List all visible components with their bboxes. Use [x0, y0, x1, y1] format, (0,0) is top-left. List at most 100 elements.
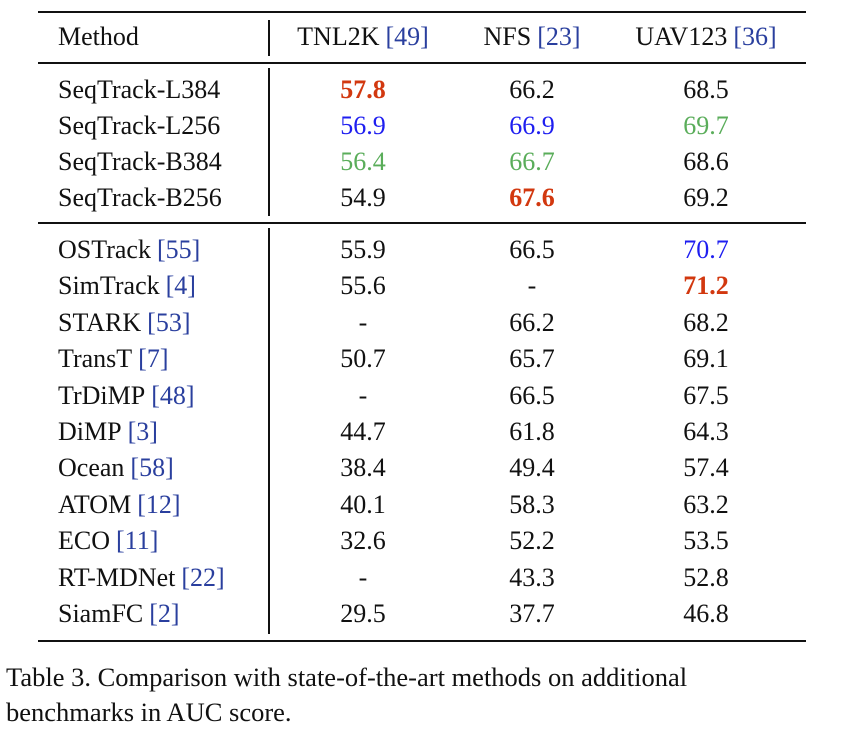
- score: 56.4: [340, 147, 386, 177]
- score: 40.1: [340, 489, 386, 519]
- column-header: Method: [58, 22, 139, 52]
- score-cell: 68.6: [621, 147, 791, 177]
- method-name: TransT: [58, 344, 133, 374]
- score-cell: 66.2: [447, 75, 617, 105]
- header-text: NFS: [483, 22, 532, 51]
- score: 69.2: [683, 183, 729, 213]
- score-cell: -: [278, 563, 448, 593]
- score-cell: 70.7: [621, 235, 791, 265]
- score: 65.7: [509, 344, 555, 374]
- score-cell: 29.5: [278, 599, 448, 629]
- method-name: STARK: [58, 307, 142, 337]
- method-name: SimTrack: [58, 271, 160, 301]
- score-cell: 55.9: [278, 235, 448, 265]
- score: 37.7: [509, 599, 555, 628]
- score-cell: 66.9: [447, 111, 617, 141]
- score: 55.6: [340, 271, 386, 301]
- citation: [53]: [147, 307, 191, 337]
- score-cell: 68.5: [621, 75, 791, 105]
- method-cell: TransT [7]: [58, 344, 169, 374]
- method-cell: OSTrack [55]: [58, 235, 200, 265]
- method-cell: SimTrack [4]: [58, 271, 196, 301]
- score: 56.9: [340, 111, 386, 141]
- score: 66.9: [509, 111, 555, 141]
- score-cell: -: [278, 308, 448, 338]
- score: 68.2: [683, 307, 729, 337]
- method-cell: ECO [11]: [58, 526, 158, 556]
- method-name: TrDiMP: [58, 380, 146, 410]
- header-text: TNL2K: [297, 22, 380, 51]
- method-cell: SeqTrack-L384: [58, 75, 220, 105]
- method-cell: SeqTrack-L256: [58, 111, 220, 141]
- score-cell: 54.9: [278, 183, 448, 213]
- method-cell: RT-MDNet [22]: [58, 563, 225, 593]
- score: 67.6: [509, 183, 555, 213]
- score: 44.7: [340, 417, 386, 446]
- score: -: [527, 271, 537, 301]
- score: 49.4: [509, 453, 555, 483]
- score: 69.1: [683, 344, 729, 374]
- score: 38.4: [340, 453, 386, 483]
- method-name: SeqTrack-L384: [58, 75, 221, 104]
- score: -: [358, 380, 368, 410]
- score-cell: 32.6: [278, 526, 448, 556]
- citation: [7]: [138, 344, 169, 374]
- citation: [49]: [385, 22, 429, 51]
- score: 69.7: [683, 111, 729, 141]
- score: 52.2: [509, 526, 555, 556]
- score-cell: 69.7: [621, 111, 791, 141]
- score-cell: 69.2: [621, 183, 791, 213]
- method-cell: STARK [53]: [58, 308, 190, 338]
- score: 68.5: [683, 75, 729, 104]
- score-cell: 66.7: [447, 147, 617, 177]
- column-header: NFS [23]: [447, 22, 617, 52]
- group-rule: [38, 222, 806, 224]
- score-cell: 49.4: [447, 453, 617, 483]
- citation: [4]: [165, 271, 196, 301]
- score-cell: 68.2: [621, 308, 791, 338]
- score-cell: 56.9: [278, 111, 448, 141]
- score-cell: 64.3: [621, 417, 791, 447]
- score: 71.2: [683, 271, 729, 301]
- caption-line: benchmarks in AUC score.: [6, 697, 292, 727]
- score-cell: 61.8: [447, 417, 617, 447]
- score-cell: 57.4: [621, 453, 791, 483]
- citation: [36]: [733, 22, 777, 51]
- score-cell: 44.7: [278, 417, 448, 447]
- score: 61.8: [509, 417, 555, 446]
- score: -: [358, 562, 368, 592]
- method-name: DiMP: [58, 417, 122, 446]
- score: 53.5: [683, 526, 729, 556]
- method-name: ECO: [58, 526, 110, 556]
- bottom-rule: [38, 640, 806, 642]
- score-cell: 52.8: [621, 563, 791, 593]
- citation: [48]: [151, 380, 195, 410]
- score-cell: 66.2: [447, 308, 617, 338]
- citation: [11]: [116, 526, 159, 556]
- score: 67.5: [683, 380, 729, 410]
- column-header: UAV123 [36]: [621, 22, 791, 52]
- citation: [12]: [137, 489, 181, 519]
- score-cell: 56.4: [278, 147, 448, 177]
- method-name: Ocean: [58, 453, 125, 483]
- method-name: OSTrack: [58, 235, 151, 264]
- score-cell: 53.5: [621, 526, 791, 556]
- score: 29.5: [340, 599, 386, 628]
- score: 66.7: [509, 147, 555, 177]
- score: 64.3: [683, 417, 729, 446]
- score: -: [358, 307, 368, 337]
- citation: [3]: [127, 417, 158, 446]
- score-cell: -: [447, 271, 617, 301]
- citation: [23]: [537, 22, 581, 51]
- score-cell: 67.5: [621, 381, 791, 411]
- method-cell: Ocean [58]: [58, 453, 174, 483]
- score-cell: 50.7: [278, 344, 448, 374]
- method-cell: SeqTrack-B256: [58, 183, 222, 213]
- score-cell: 71.2: [621, 271, 791, 301]
- score: 66.2: [509, 75, 555, 104]
- column-header: TNL2K [49]: [278, 22, 448, 52]
- method-name: SeqTrack-B256: [58, 183, 222, 213]
- score-cell: 46.8: [621, 599, 791, 629]
- score: 66.2: [509, 307, 555, 337]
